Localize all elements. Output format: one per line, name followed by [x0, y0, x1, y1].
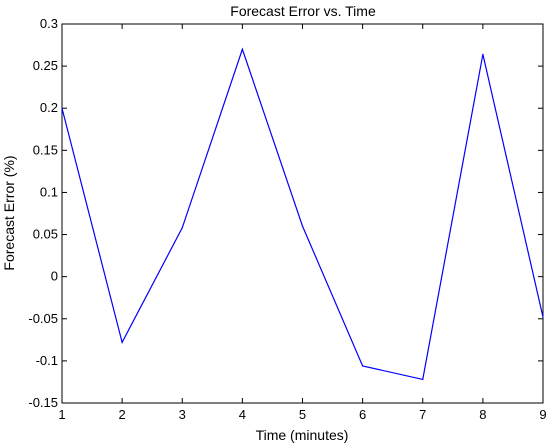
x-tick-label: 3 [179, 407, 186, 422]
x-tick-label: 1 [58, 407, 65, 422]
plot-area [61, 23, 544, 404]
y-axis-title: Forecast Error (%) [1, 155, 17, 270]
y-tick-label: 0.05 [33, 227, 58, 242]
y-tick-label: 0.25 [33, 58, 58, 73]
y-tick-label: 0.2 [40, 100, 58, 115]
data-point [61, 107, 63, 109]
x-tick-label: 2 [119, 407, 126, 422]
x-tick-label: 5 [299, 407, 306, 422]
x-tick-label: 6 [359, 407, 366, 422]
x-axis-title: Time (minutes) [256, 427, 349, 443]
y-tick-label: -0.15 [28, 395, 58, 410]
data-point [422, 378, 424, 381]
y-tick-label: 0.1 [40, 184, 58, 199]
y-tick-label: 0.15 [33, 142, 58, 157]
data-point [362, 365, 364, 367]
data-point [181, 227, 183, 229]
x-tick-label: 4 [239, 407, 246, 422]
x-tick-label: 8 [479, 407, 486, 422]
y-tick-label: 0.3 [40, 16, 58, 31]
x-tick-label: 7 [419, 407, 426, 422]
x-tick-label: 9 [539, 407, 546, 422]
y-tick-label: 0 [51, 269, 58, 284]
axis-ticks: 1 2 3 4 5 6 7 8 9 -0.15 -0.1 -0.05 0 0.05 0.1 0.15 0.2 0.… [28, 16, 546, 422]
chart-title: Forecast Error vs. Time [230, 3, 376, 19]
data-point [482, 53, 484, 55]
data-point [542, 316, 544, 318]
data-point [121, 341, 123, 343]
y-tick-label: -0.05 [28, 311, 58, 326]
y-tick-label: -0.1 [36, 353, 58, 368]
series-layer [61, 47, 544, 381]
data-point [241, 48, 243, 50]
data-point [301, 225, 304, 227]
